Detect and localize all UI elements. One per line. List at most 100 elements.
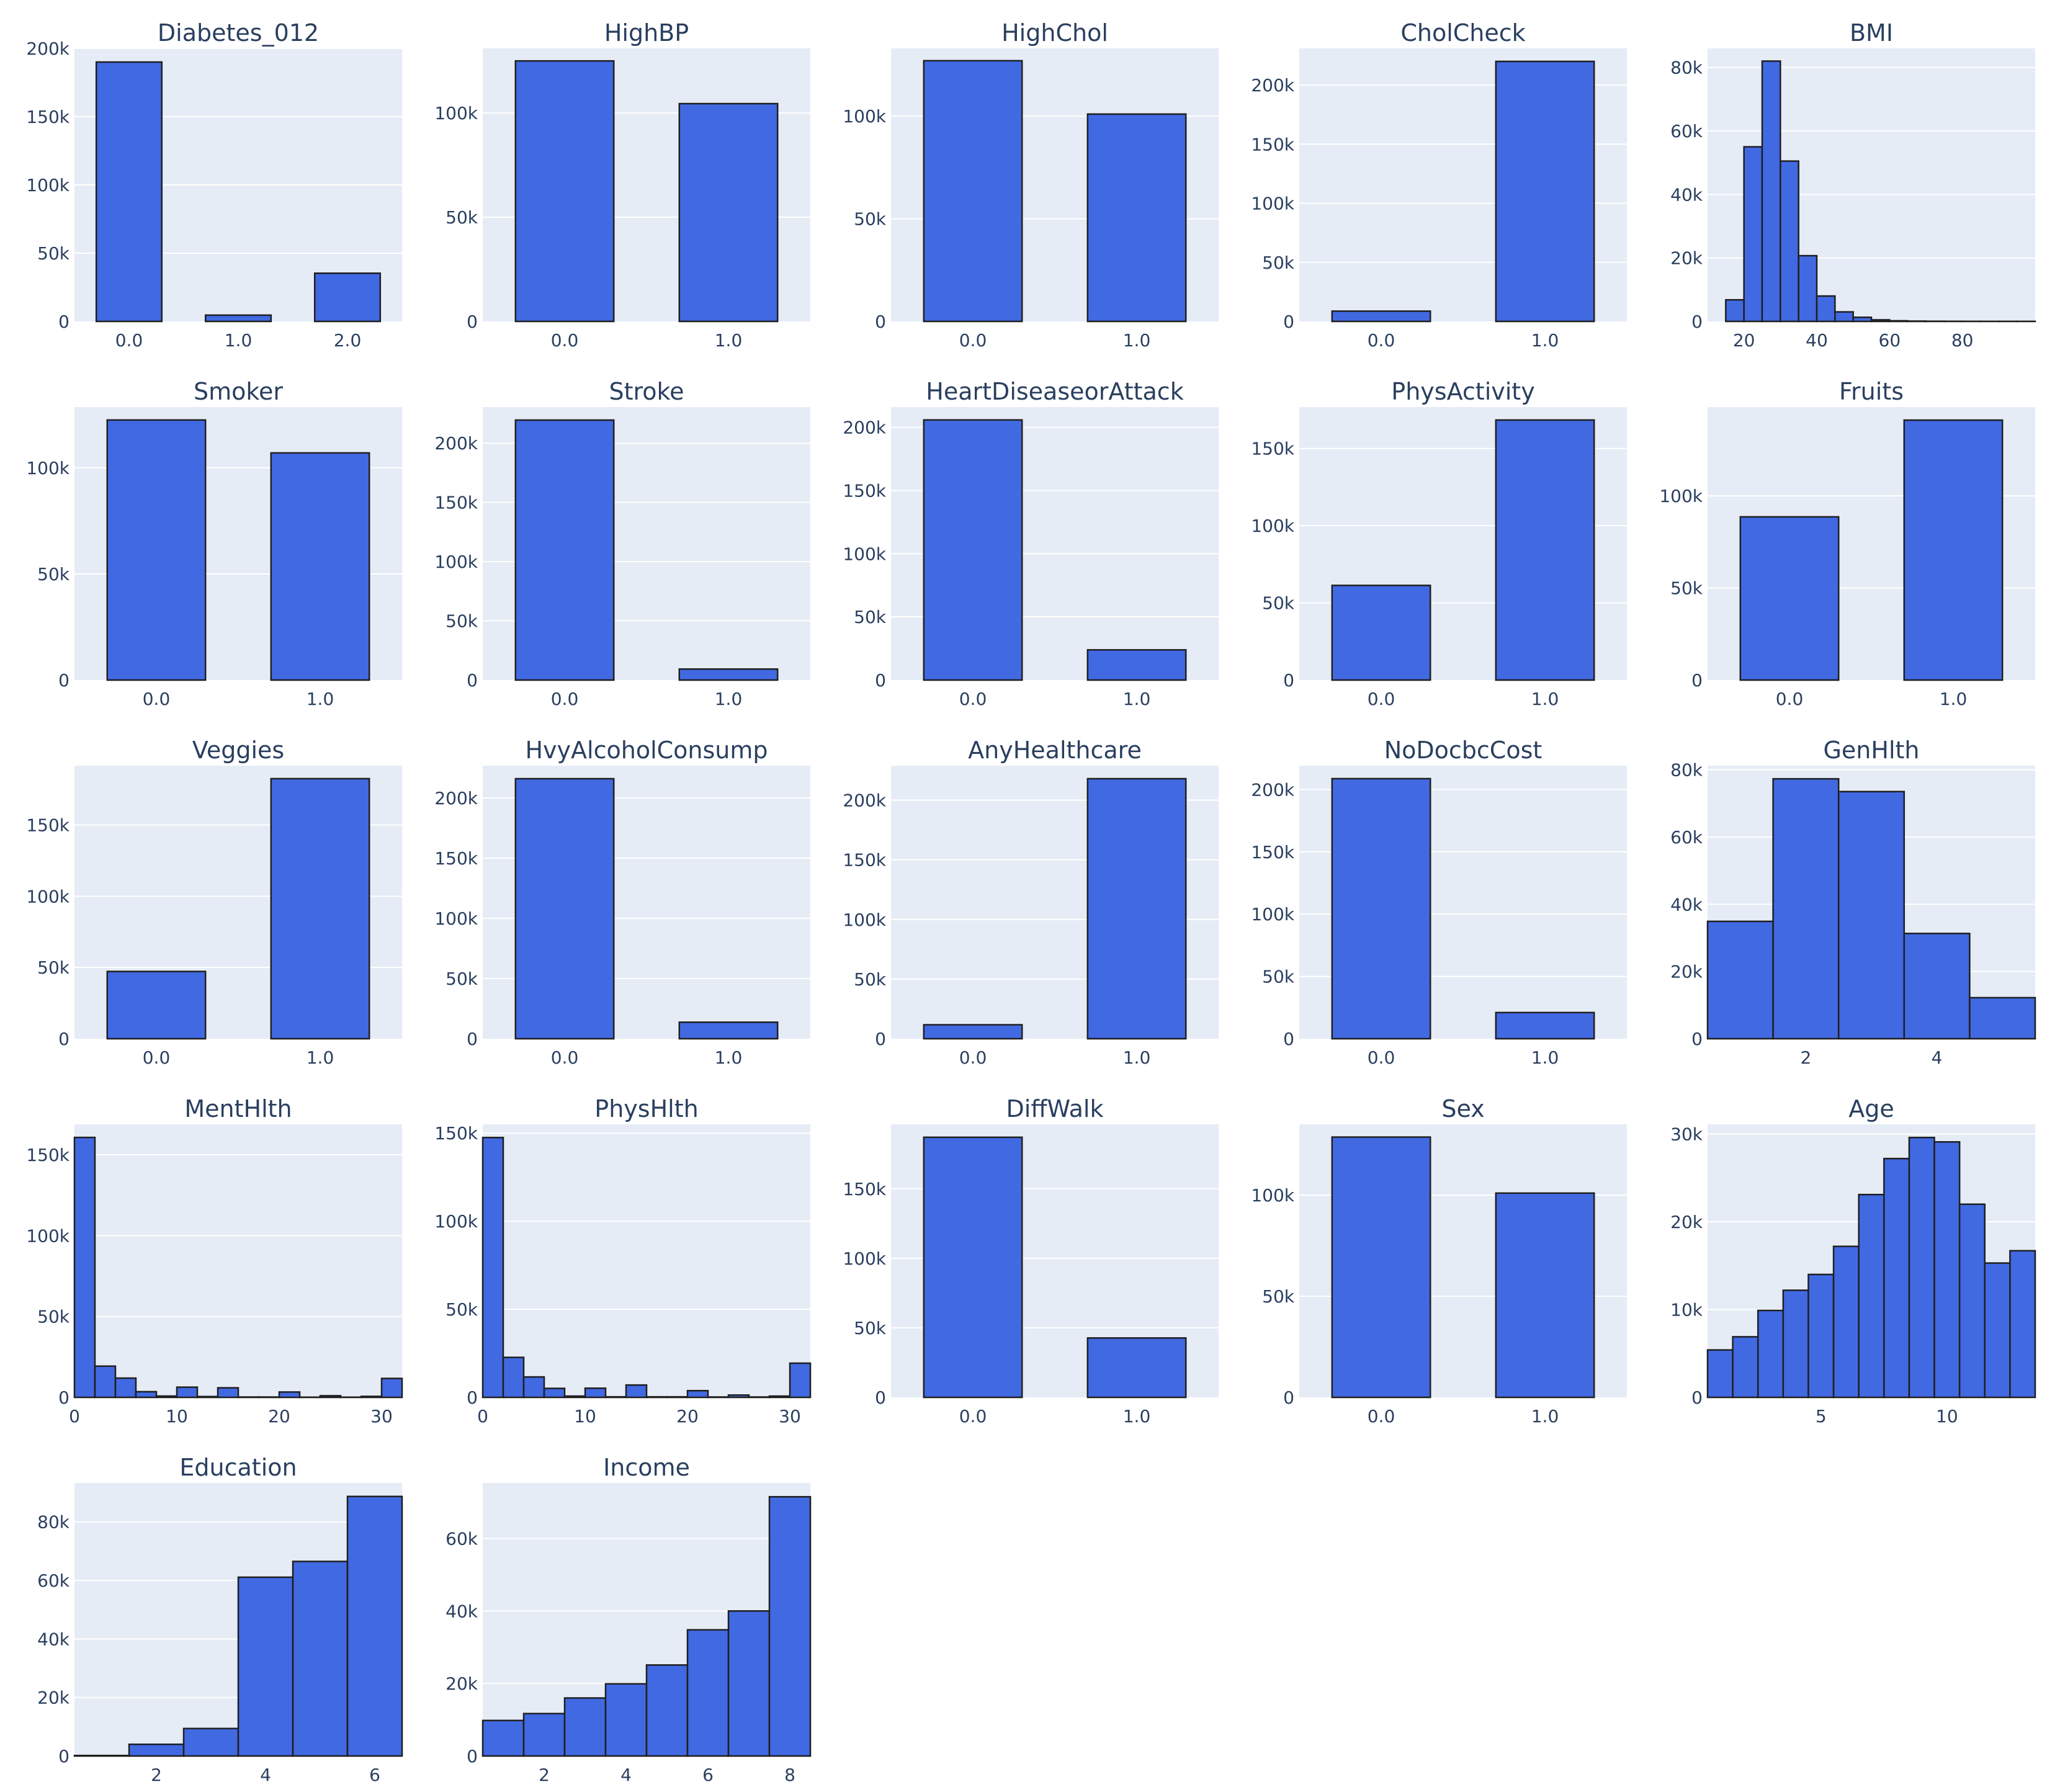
x-tick-label: 1.0 [715, 689, 743, 709]
y-tick-label: 0 [1691, 670, 1703, 691]
histogram-bar [156, 1396, 177, 1397]
y-tick-label: 150k [1251, 134, 1294, 155]
x-tick-label: 2 [539, 1765, 550, 1785]
y-tick-label: 50k [37, 957, 70, 978]
y-tick-label: 100k [434, 552, 478, 572]
histogram-bar [524, 1714, 565, 1756]
y-tick-label: 200k [434, 788, 478, 809]
x-tick-label: 0.0 [143, 689, 171, 709]
bar [1088, 1338, 1186, 1397]
histogram-bar [74, 1755, 129, 1756]
y-tick-label: 50k [854, 969, 887, 990]
histogram-bar [1726, 300, 1744, 321]
subplot-title: Income [603, 1454, 690, 1481]
histogram-bar [606, 1684, 647, 1756]
y-tick-label: 100k [1659, 486, 1703, 506]
y-tick-label: 40k [1670, 184, 1703, 205]
histogram-bar [1799, 256, 1817, 321]
y-tick-label: 150k [843, 1179, 886, 1199]
y-tick-label: 50k [1262, 593, 1295, 614]
x-tick-label: 0.0 [115, 330, 143, 351]
y-tick-label: 0 [58, 1029, 69, 1049]
histogram-bar [565, 1698, 606, 1756]
histogram-bar [1969, 998, 2035, 1039]
x-tick-label: 4 [260, 1765, 271, 1785]
x-tick-label: 0.0 [959, 330, 987, 351]
bar [1904, 420, 2002, 680]
x-tick-label: 1.0 [307, 689, 334, 709]
y-tick-label: 100k [843, 1248, 886, 1269]
y-tick-label: 0 [1283, 1029, 1294, 1049]
x-tick-label: 20 [268, 1406, 290, 1427]
y-tick-label: 50k [446, 969, 478, 989]
y-tick-label: 200k [1251, 779, 1294, 800]
y-tick-label: 150k [434, 848, 478, 869]
x-tick-label: 1.0 [307, 1047, 334, 1068]
subplot-title: PhysActivity [1391, 378, 1534, 405]
y-tick-label: 50k [1670, 578, 1703, 599]
x-tick-label: 40 [1806, 330, 1828, 351]
bar [924, 1137, 1022, 1397]
y-tick-label: 0 [875, 311, 886, 332]
y-tick-label: 150k [1251, 842, 1294, 862]
bar [1496, 1193, 1594, 1397]
histogram-bar [1859, 1194, 1884, 1397]
histogram-bar [647, 1665, 687, 1756]
x-tick-label: 0.0 [959, 1406, 987, 1427]
x-tick-label: 20 [676, 1406, 699, 1427]
y-tick-label: 100k [1251, 904, 1294, 925]
bar [679, 669, 777, 680]
y-tick-label: 200k [1251, 75, 1294, 96]
y-tick-label: 50k [1262, 1286, 1295, 1307]
bar [924, 420, 1022, 680]
y-tick-label: 80k [37, 1512, 70, 1533]
subplot-title: HighBP [604, 19, 689, 47]
y-tick-label: 50k [854, 209, 887, 230]
x-tick-label: 1.0 [1123, 1406, 1151, 1427]
y-tick-label: 50k [37, 1307, 70, 1327]
y-tick-label: 0 [1283, 670, 1294, 691]
x-tick-label: 1.0 [1531, 1047, 1559, 1068]
y-tick-label: 0 [58, 670, 69, 691]
bar [924, 61, 1022, 321]
histogram-bar [1817, 296, 1835, 321]
histogram-bar [1935, 1142, 1960, 1397]
x-tick-label: 0.0 [551, 689, 579, 709]
histogram-bar [2010, 1251, 2035, 1397]
y-tick-label: 50k [446, 611, 478, 632]
y-tick-label: 50k [854, 607, 887, 627]
subplot-title: BMI [1850, 19, 1893, 47]
y-tick-label: 100k [26, 458, 69, 478]
histogram-bar [1835, 312, 1853, 321]
subplot-title: Education [179, 1454, 297, 1481]
histogram-bar [1838, 792, 1904, 1039]
bar [271, 453, 369, 680]
x-tick-label: 1.0 [1940, 689, 1968, 709]
histogram-bar [769, 1497, 810, 1756]
y-tick-label: 50k [1262, 967, 1295, 987]
x-tick-label: 6 [702, 1765, 714, 1785]
y-tick-label: 40k [1670, 894, 1703, 915]
y-tick-label: 150k [26, 1145, 69, 1165]
histogram-bar [585, 1388, 606, 1397]
bar [1088, 650, 1186, 680]
x-tick-label: 10 [1936, 1406, 1958, 1427]
y-tick-label: 60k [1670, 827, 1703, 848]
histogram-bar [1985, 1263, 2010, 1397]
subplot-title: Diabetes_012 [158, 19, 319, 47]
y-tick-label: 100k [26, 1225, 69, 1246]
x-tick-label: 0.0 [959, 1047, 987, 1068]
x-tick-label: 1.0 [225, 330, 253, 351]
y-tick-label: 50k [37, 564, 70, 585]
histogram-bar [115, 1378, 136, 1397]
